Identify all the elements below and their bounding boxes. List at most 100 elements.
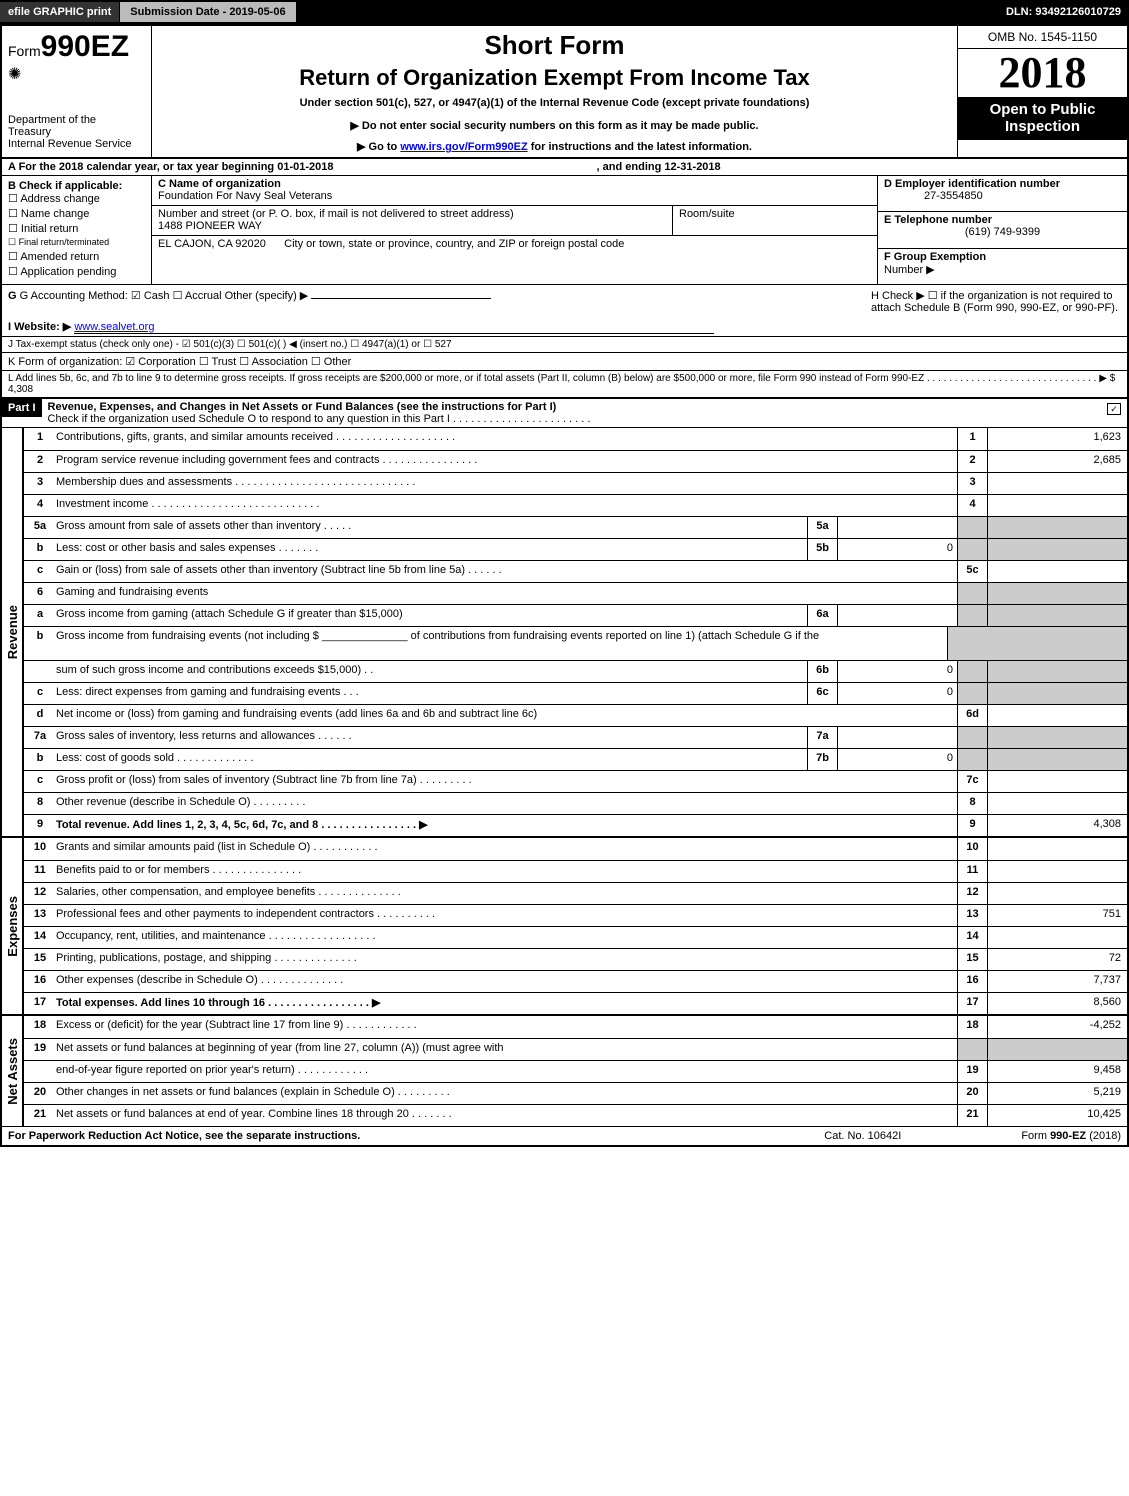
line-6: 6Gaming and fundraising events [24, 582, 1127, 604]
row-j-tax-exempt: J Tax-exempt status (check only one) - ☑… [2, 336, 1127, 352]
rowA-begin: 01-01-2018 [277, 161, 333, 173]
dept-line3: Internal Revenue Service [8, 138, 145, 150]
line-15: 15Printing, publications, postage, and s… [24, 948, 1127, 970]
line-6a: aGross income from gaming (attach Schedu… [24, 604, 1127, 626]
form-footer: For Paperwork Reduction Act Notice, see … [2, 1126, 1127, 1145]
addr-label: Number and street (or P. O. box, if mail… [158, 208, 514, 220]
omb-number: OMB No. 1545-1150 [958, 26, 1127, 49]
form-num: 990EZ [41, 30, 129, 63]
rowA-pre: A For the 2018 calendar year, or tax yea… [8, 161, 277, 173]
box-f-group: F Group Exemption Number ▶ [878, 249, 1127, 284]
addr-value: 1488 PIONEER WAY [158, 220, 262, 232]
line-7a: 7aGross sales of inventory, less returns… [24, 726, 1127, 748]
sub3-pre: ▶ Go to [357, 141, 400, 153]
room-suite: Room/suite [672, 206, 772, 235]
submission-date: Submission Date - 2019-05-06 [119, 1, 296, 23]
line-2: 2Program service revenue including gover… [24, 450, 1127, 472]
rowA-mid: , and ending [597, 161, 665, 173]
box-c-city: EL CAJON, CA 92020 City or town, state o… [152, 236, 877, 266]
line-6b2: sum of such gross income and contributio… [24, 660, 1127, 682]
net-assets-section: Net Assets 18Excess or (deficit) for the… [2, 1014, 1127, 1126]
irs-eagle-icon: ✺ [8, 64, 145, 84]
box-d-ein: D Employer identification number 27-3554… [878, 176, 1127, 212]
expenses-lines: 10Grants and similar amounts paid (list … [24, 838, 1127, 1014]
ck-application-pending[interactable]: ☐ Application pending [8, 265, 145, 278]
line-4: 4Investment income . . . . . . . . . . .… [24, 494, 1127, 516]
box-c-name: C Name of organization Foundation For Na… [152, 176, 877, 206]
footer-cat-no: Cat. No. 10642I [824, 1130, 901, 1142]
line-17: 17Total expenses. Add lines 10 through 1… [24, 992, 1127, 1014]
line-5c: cGain or (loss) from sale of assets othe… [24, 560, 1127, 582]
ck-address-change[interactable]: ☐ Address change [8, 192, 145, 205]
line-6c: cLess: direct expenses from gaming and f… [24, 682, 1127, 704]
dept-treasury: Department of the Treasury Internal Reve… [8, 114, 145, 150]
line-7c: cGross profit or (loss) from sales of in… [24, 770, 1127, 792]
expenses-section: Expenses 10Grants and similar amounts pa… [2, 836, 1127, 1014]
line-13: 13Professional fees and other payments t… [24, 904, 1127, 926]
f-label: F Group Exemption [884, 251, 986, 263]
header-mid: Short Form Return of Organization Exempt… [152, 26, 957, 157]
part-i-title: Revenue, Expenses, and Changes in Net As… [48, 401, 557, 413]
efile-label: efile GRAPHIC print [0, 2, 119, 22]
line-5a: 5aGross amount from sale of assets other… [24, 516, 1127, 538]
form-prefix: Form [8, 43, 41, 59]
open-line2: Inspection [960, 118, 1125, 135]
tax-year: 2018 [958, 49, 1127, 97]
part-i-label: Part I [2, 399, 42, 417]
line-19b: end-of-year figure reported on prior yea… [24, 1060, 1127, 1082]
line-11: 11Benefits paid to or for members . . . … [24, 860, 1127, 882]
col-d: D Employer identification number 27-3554… [877, 176, 1127, 284]
form-number: Form990EZ [8, 30, 145, 64]
irs-link[interactable]: www.irs.gov/Form990EZ [400, 141, 527, 153]
box-e-phone: E Telephone number (619) 749-9399 [878, 212, 1127, 248]
dept-line1: Department of the [8, 114, 145, 126]
city-label: City or town, state or province, country… [284, 238, 624, 250]
phone-value: (619) 749-9399 [884, 226, 1121, 238]
ein-value: 27-3554850 [924, 190, 983, 202]
website-link[interactable]: www.sealvet.org [74, 321, 714, 334]
city-value: EL CAJON, CA 92020 [158, 238, 266, 250]
line-7b: bLess: cost of goods sold . . . . . . . … [24, 748, 1127, 770]
line-6d: dNet income or (loss) from gaming and fu… [24, 704, 1127, 726]
dept-line2: Treasury [8, 126, 145, 138]
subtitle-3: ▶ Go to www.irs.gov/Form990EZ for instru… [164, 140, 945, 153]
ck-final-return[interactable]: ☐ Final return/terminated [8, 237, 145, 248]
row-i-website: I Website: ▶ www.sealvet.org [2, 318, 1127, 336]
line-12: 12Salaries, other compensation, and empl… [24, 882, 1127, 904]
box-c-address: Number and street (or P. O. box, if mail… [152, 206, 877, 236]
row-k-org-form: K Form of organization: ☑ Corporation ☐ … [2, 352, 1127, 370]
h-check: H Check ▶ ☐ if the organization is not r… [871, 289, 1121, 314]
line-18: 18Excess or (deficit) for the year (Subt… [24, 1016, 1127, 1038]
l-value: 4,308 [8, 384, 33, 395]
part-i-header: Part I Revenue, Expenses, and Changes in… [2, 397, 1127, 428]
g-label: G G Accounting Method: ☑ Cash ☐ Accrual … [8, 289, 491, 314]
d-label: D Employer identification number [884, 178, 1060, 190]
line-21: 21Net assets or fund balances at end of … [24, 1104, 1127, 1126]
section-bcd: B Check if applicable: ☐ Address change … [2, 176, 1127, 285]
open-to-public: Open to Public Inspection [958, 97, 1127, 140]
ck-name-change[interactable]: ☐ Name change [8, 207, 145, 220]
line-5b: bLess: cost or other basis and sales exp… [24, 538, 1127, 560]
expenses-side-label: Expenses [2, 838, 24, 1014]
ck-amended-return[interactable]: ☐ Amended return [8, 250, 145, 263]
ck-initial-return[interactable]: ☐ Initial return [8, 222, 145, 235]
short-form-title: Short Form [164, 30, 945, 61]
line-8: 8Other revenue (describe in Schedule O) … [24, 792, 1127, 814]
revenue-lines: 1Contributions, gifts, grants, and simil… [24, 428, 1127, 836]
org-name: Foundation For Navy Seal Veterans [158, 190, 332, 202]
row-g-accounting: G G Accounting Method: ☑ Cash ☐ Accrual … [2, 285, 1127, 318]
line-14: 14Occupancy, rent, utilities, and mainte… [24, 926, 1127, 948]
header-right: OMB No. 1545-1150 2018 Open to Public In… [957, 26, 1127, 157]
line-19: 19Net assets or fund balances at beginni… [24, 1038, 1127, 1060]
part-i-desc: Revenue, Expenses, and Changes in Net As… [42, 399, 1127, 427]
subtitle-2: ▶ Do not enter social security numbers o… [164, 119, 945, 132]
net-assets-side-label: Net Assets [2, 1016, 24, 1126]
col-b-checkboxes: B Check if applicable: ☐ Address change … [2, 176, 152, 284]
row-a-tax-year: A For the 2018 calendar year, or tax yea… [2, 159, 1127, 176]
line-9: 9Total revenue. Add lines 1, 2, 3, 4, 5c… [24, 814, 1127, 836]
form-container: Form990EZ ✺ Department of the Treasury I… [0, 24, 1129, 1147]
part-i-checkbox[interactable]: ✓ [1107, 403, 1121, 415]
rowA-end: 12-31-2018 [664, 161, 720, 173]
footer-left: For Paperwork Reduction Act Notice, see … [8, 1130, 360, 1142]
row-l-gross-receipts: L Add lines 5b, 6c, and 7b to line 9 to … [2, 370, 1127, 397]
